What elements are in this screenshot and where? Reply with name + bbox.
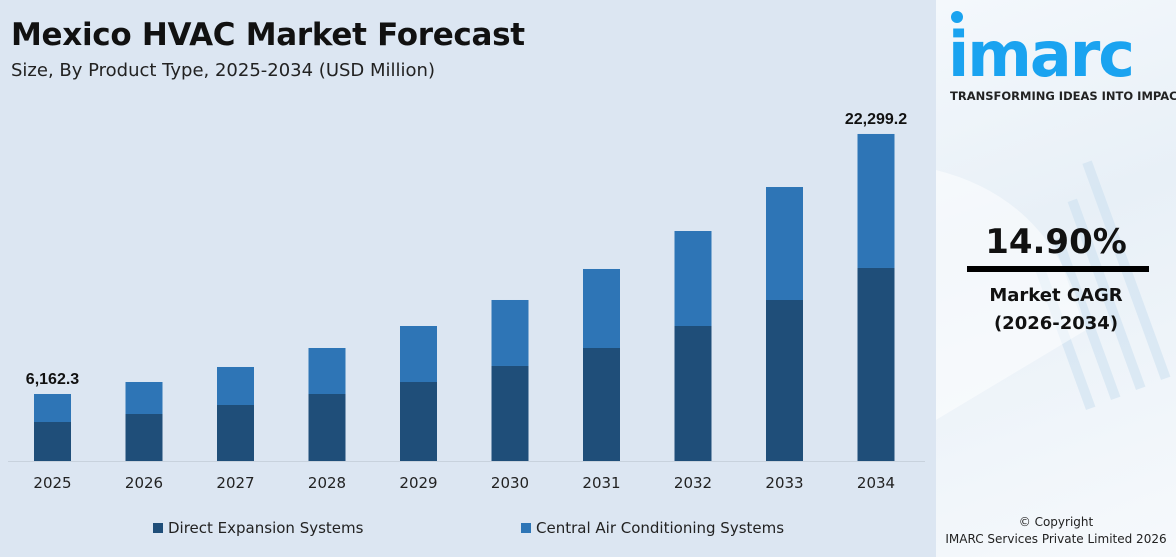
legend-label: Direct Expansion Systems [168, 519, 364, 537]
bar-direct-expansion-2034 [857, 267, 895, 461]
data-label: 22,299.2 [845, 111, 907, 128]
x-tick-label: 2032 [674, 474, 712, 492]
data-label: 6,162.3 [26, 371, 79, 388]
cagr-divider [967, 266, 1149, 272]
bar-chart: 2025 6,162.3 2026 2027 2028 2029 2030 2031 2032 2… [8, 111, 925, 492]
x-tick-label: 2025 [33, 474, 71, 492]
x-tick-label: 2027 [216, 474, 254, 492]
x-tick-label: 2033 [765, 474, 803, 492]
bar-central-ac-2032 [674, 230, 712, 327]
legend-label: Central Air Conditioning Systems [536, 519, 785, 537]
bar-central-ac-2034 [857, 133, 895, 268]
copyright: © Copyright IMARC Services Private Limit… [936, 514, 1176, 548]
sidebar-panel: imarc TRANSFORMING IDEAS INTO IMPACT 14.… [936, 0, 1176, 557]
x-tick-label: 2029 [399, 474, 437, 492]
bar-central-ac-2028 [308, 347, 346, 395]
bar-direct-expansion-2025 [34, 421, 71, 461]
legend-swatch [521, 523, 531, 533]
cagr-label-text: Market CAGR [989, 285, 1123, 306]
cagr-value: 14.90% [985, 222, 1127, 262]
bar-direct-expansion-2030 [491, 365, 529, 461]
bar-central-ac-2033 [766, 187, 803, 301]
x-tick-label: 2030 [491, 474, 529, 492]
bar-direct-expansion-2028 [308, 394, 346, 461]
bar-central-ac-2029 [400, 326, 437, 383]
chart-subtitle: Size, By Product Type, 2025-2034 (USD Mi… [11, 60, 435, 81]
chart-area: Mexico HVAC Market Forecast Size, By Pro… [8, 17, 925, 537]
x-tick-label: 2028 [308, 474, 346, 492]
logo-dot [951, 11, 963, 23]
bar-direct-expansion-2032 [674, 326, 712, 461]
bar-direct-expansion-2031 [583, 348, 620, 461]
x-tick-label: 2034 [857, 474, 895, 492]
legend-item-direct-expansion: Direct Expansion Systems [153, 519, 363, 537]
cagr-label: Market CAGR (2026-2034) [936, 282, 1176, 338]
bar-central-ac-2026 [125, 381, 163, 415]
copyright-line-2: IMARC Services Private Limited 2026 [945, 532, 1167, 546]
imarc-logo: imarc [948, 18, 1135, 91]
bar-central-ac-2027 [217, 366, 254, 406]
x-tick-label: 2031 [582, 474, 620, 492]
bar-direct-expansion-2026 [125, 414, 163, 461]
chart-title: Mexico HVAC Market Forecast [11, 17, 525, 53]
copyright-line-1: © Copyright [1018, 515, 1094, 529]
logo-tagline: TRANSFORMING IDEAS INTO IMPACT [950, 89, 1176, 103]
bar-direct-expansion-2033 [766, 300, 803, 461]
bar-central-ac-2031 [583, 268, 620, 349]
bar-direct-expansion-2027 [217, 405, 254, 461]
bar-central-ac-2025 [34, 393, 71, 422]
x-tick-label: 2026 [125, 474, 163, 492]
legend-item-central-ac: Central Air Conditioning Systems [521, 519, 784, 537]
bar-direct-expansion-2029 [400, 382, 437, 461]
legend-swatch [153, 523, 163, 533]
cagr-period: (2026-2034) [993, 313, 1119, 334]
bar-central-ac-2030 [491, 299, 529, 366]
